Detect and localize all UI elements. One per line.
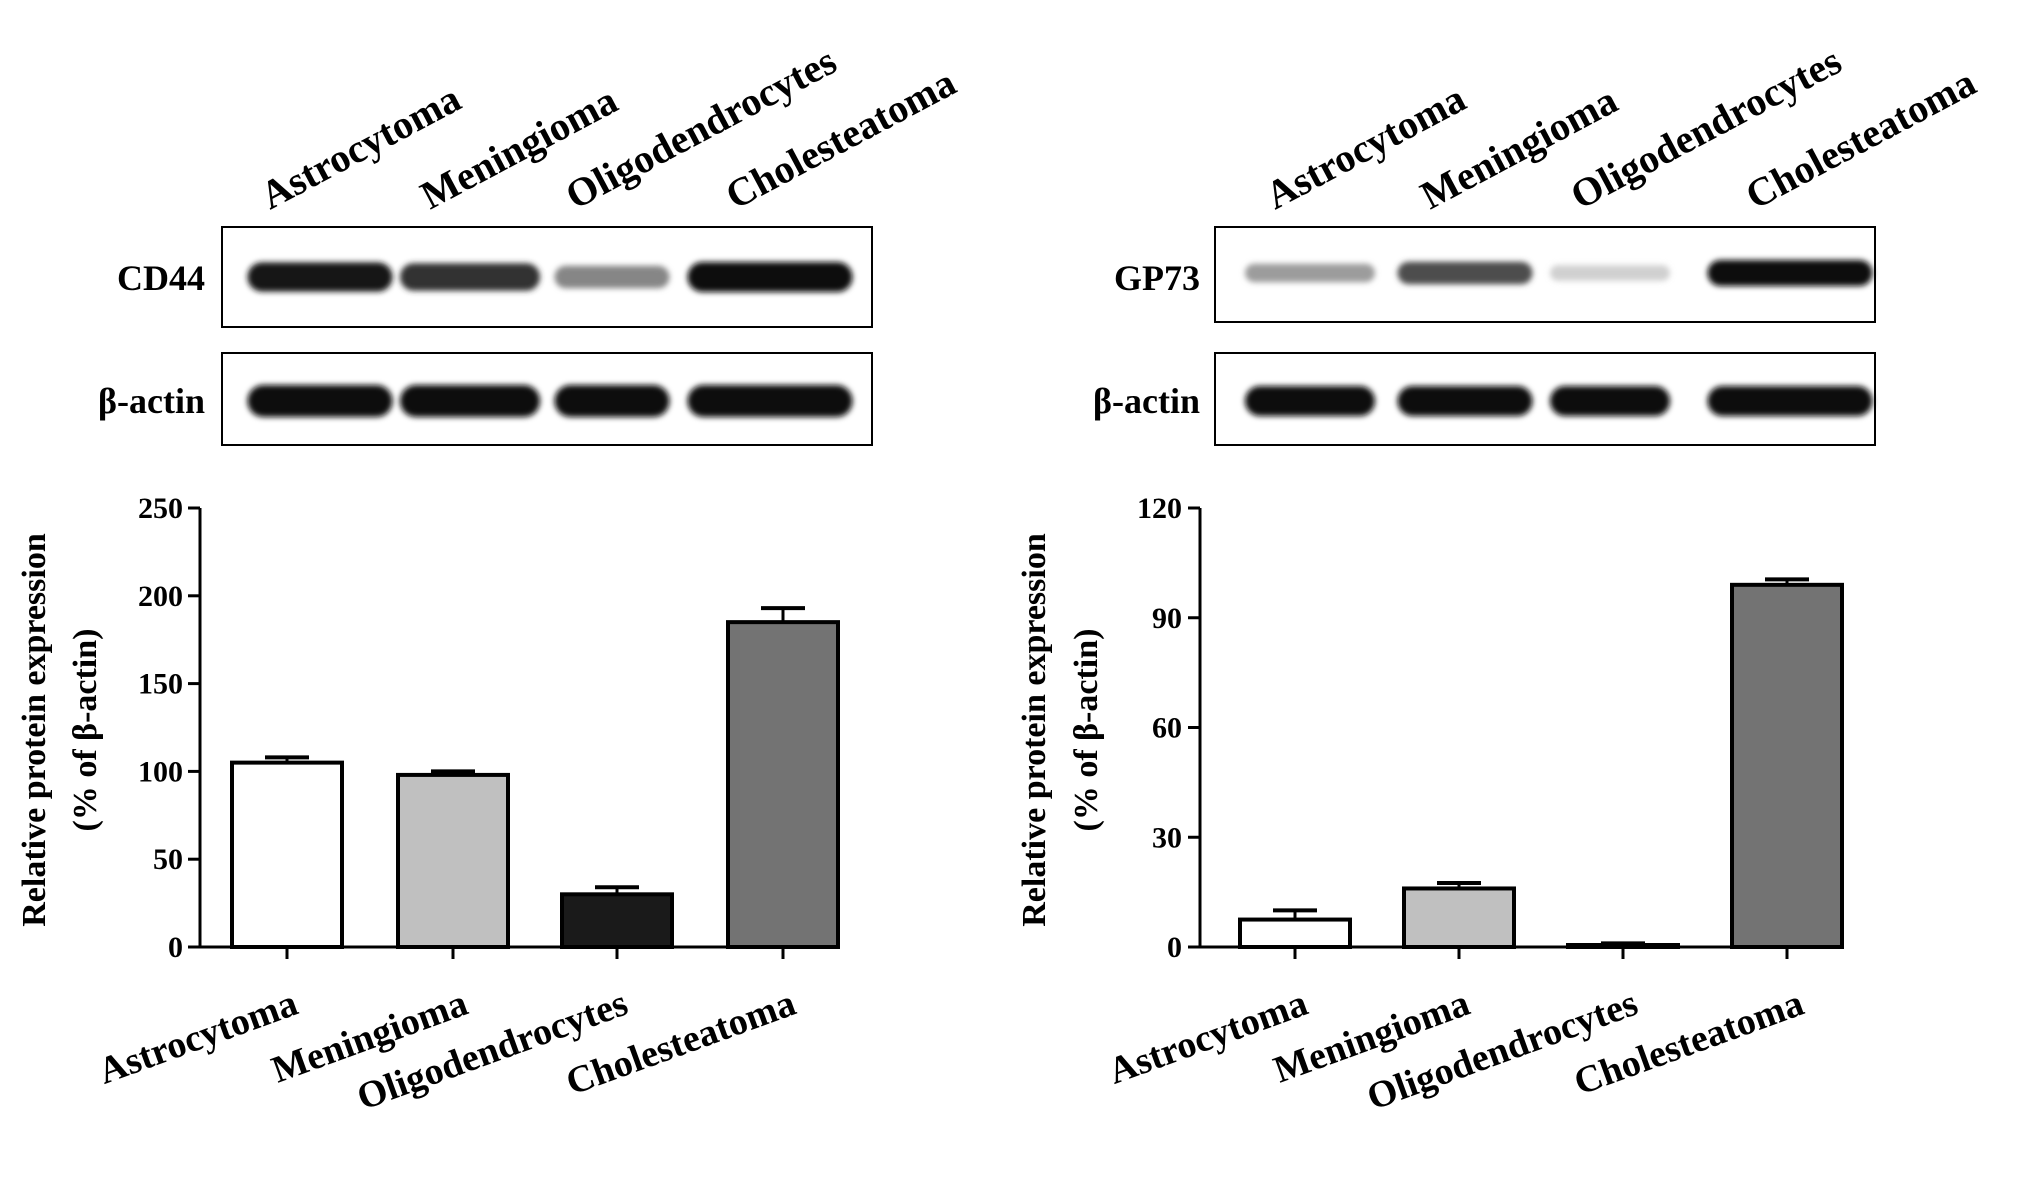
y-tick-label: 60 [1152, 712, 1182, 745]
blot-row-beta-actin: β-actin [1093, 352, 1876, 446]
bar-oligodendrocytes [560, 892, 674, 950]
blot-label: β-actin [1093, 381, 1200, 421]
bar-astrocytoma [1238, 917, 1352, 949]
bar-cholesteatoma [726, 620, 840, 949]
blot-band-meningioma [1397, 386, 1533, 416]
blot-row-gp73: GP73 [1114, 226, 1876, 323]
bar-astrocytoma [230, 760, 344, 949]
y-axis-title: Relative protein expression [1016, 533, 1053, 927]
y-axis-subtitle: (% of β-actin) [1068, 629, 1105, 832]
bar-chart: 0 30 60 90 120 Relative protein expression (% … [1016, 492, 1844, 1119]
blot-band-cholesteatoma [1707, 386, 1873, 416]
blot-row-cd44: CD44 [117, 226, 873, 328]
blot-band-oligodendrocytes [554, 385, 670, 417]
y-tick-label: 200 [138, 580, 183, 613]
blot-band-oligodendrocytes [1550, 265, 1670, 281]
y-tick-label: 150 [138, 668, 183, 701]
right-panel: AstrocytomaMeningiomaOligodendrocytesCho… [1016, 38, 1983, 1119]
y-axis-subtitle: (% of β-actin) [67, 629, 104, 832]
blot-band-cholesteatoma [1707, 260, 1873, 286]
left-panel: AstrocytomaMeningiomaOligodendrocytesCho… [16, 38, 963, 1119]
blot-band-oligodendrocytes [554, 265, 670, 289]
bar-cholesteatoma [1730, 582, 1844, 949]
y-tick-label: 120 [1137, 492, 1182, 525]
y-tick-label: 30 [1152, 821, 1182, 854]
bar-chart: 0 50 100 150 200 250 Relative protein expressi… [16, 492, 840, 1119]
y-tick-label: 0 [1167, 931, 1182, 964]
blot-band-cholesteatoma [687, 385, 853, 417]
blot-band-astrocytoma [247, 385, 393, 417]
blot-band-meningioma [400, 385, 540, 417]
blot-band-astrocytoma [1245, 263, 1375, 283]
blot-row-beta-actin: β-actin [98, 352, 873, 446]
blot-label: GP73 [1114, 258, 1200, 298]
x-tick-label-astrocytoma: Astrocytoma [93, 982, 303, 1093]
y-tick-label: 90 [1152, 602, 1182, 635]
bar-meningioma [1402, 886, 1516, 950]
y-tick-label: 250 [138, 492, 183, 525]
y-tick-label: 0 [168, 931, 183, 964]
y-tick-label: 50 [153, 843, 183, 876]
y-axis-title: Relative protein expression [16, 533, 53, 927]
blot-band-meningioma [1397, 261, 1533, 285]
blot-band-oligodendrocytes [1550, 386, 1670, 416]
blot-band-astrocytoma [247, 262, 393, 292]
blot-band-astrocytoma [1245, 386, 1375, 416]
blot-label: β-actin [98, 381, 205, 421]
y-tick-label: 100 [138, 755, 183, 788]
blot-label: CD44 [117, 258, 205, 298]
x-tick-label-oligodendrocytes: Oligodendrocytes [352, 982, 634, 1119]
blot-band-cholesteatoma [687, 262, 853, 292]
bar-meningioma [396, 772, 510, 949]
blot-band-meningioma [400, 263, 540, 291]
